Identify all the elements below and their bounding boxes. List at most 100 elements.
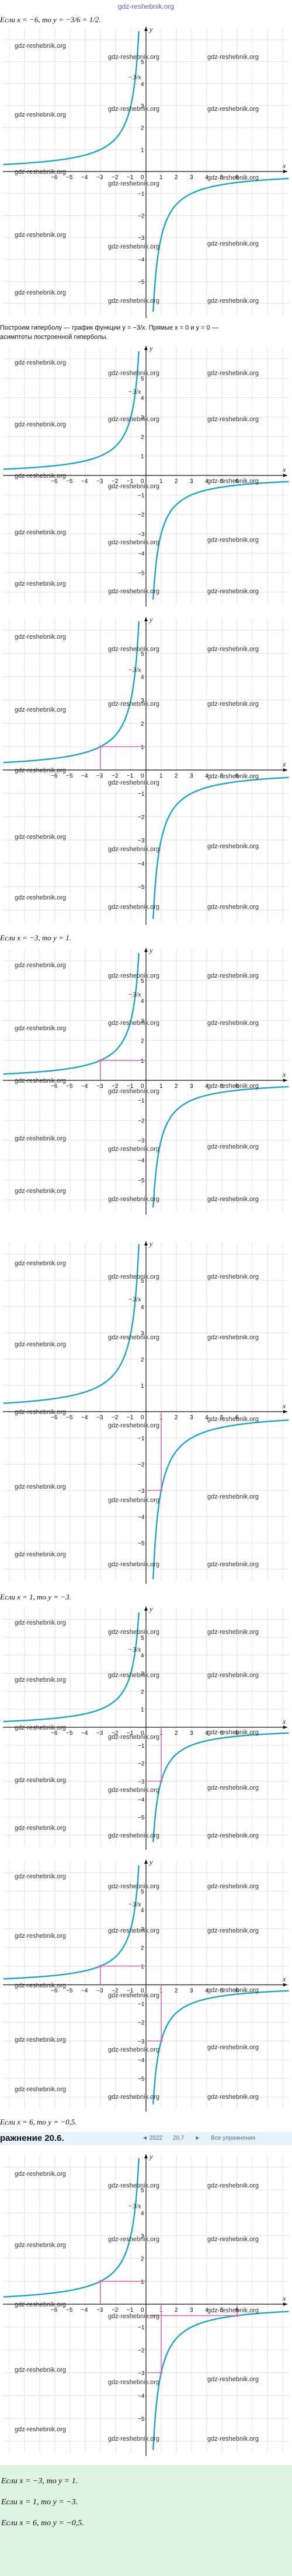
watermark-text: gdz-reshebnik.org bbox=[207, 1416, 259, 1423]
watermark-text: gdz-reshebnik.org bbox=[207, 106, 259, 113]
watermark-text: gdz-reshebnik.org bbox=[15, 1341, 66, 1348]
watermark-text: gdz-reshebnik.org bbox=[108, 2094, 159, 2101]
y-tick-label: −4 bbox=[138, 257, 145, 264]
watermark-text: gdz-reshebnik.org bbox=[108, 1927, 159, 1934]
x-tick-label: 3 bbox=[190, 478, 193, 485]
watermark-text: gdz-reshebnik.org bbox=[207, 1729, 259, 1736]
graph-panel: xy−6−5−4−3−2−1123456−5−4−3−2−1123450−3/x… bbox=[0, 1602, 292, 1853]
watermark-text: gdz-reshebnik.org bbox=[108, 701, 159, 708]
watermark-text: gdz-reshebnik.org bbox=[207, 1832, 259, 1839]
watermark-text: gdz-reshebnik.org bbox=[108, 1196, 159, 1203]
watermark-text: gdz-reshebnik.org bbox=[207, 2435, 259, 2442]
x-tick-label: 3 bbox=[190, 2307, 193, 2314]
nav-all-exercises-link[interactable]: Все упражнения bbox=[211, 2135, 256, 2141]
y-tick-label: −4 bbox=[138, 1514, 145, 1521]
x-tick-label: −4 bbox=[81, 1988, 88, 1994]
watermark-text: gdz-reshebnik.org bbox=[15, 421, 66, 428]
y-tick-label: −5 bbox=[138, 884, 145, 891]
x-tick-label: 2 bbox=[175, 773, 178, 779]
watermark-text: gdz-reshebnik.org bbox=[15, 834, 66, 841]
x-tick-label: 3 bbox=[190, 1988, 193, 1994]
curve-label: −3/x bbox=[128, 1295, 141, 1303]
y-tick-label: 4 bbox=[141, 396, 144, 402]
watermark-text: gdz-reshebnik.org bbox=[15, 2036, 66, 2043]
watermark-text: gdz-reshebnik.org bbox=[207, 2236, 259, 2243]
watermark-text: gdz-reshebnik.org bbox=[15, 2367, 66, 2374]
y-tick-label: 3 bbox=[141, 1019, 144, 1025]
y-tick-label: 5 bbox=[141, 2188, 144, 2194]
y-tick-label: −1 bbox=[138, 2325, 145, 2331]
x-tick-label: 5 bbox=[220, 773, 224, 779]
y-tick-label: 1 bbox=[141, 454, 144, 460]
hyperbola-branch-left bbox=[3, 621, 140, 764]
watermark-text: gdz-reshebnik.org bbox=[15, 1724, 66, 1731]
x-tick-label: −2 bbox=[112, 773, 119, 779]
nav-current-link[interactable]: 20.7 bbox=[172, 2135, 185, 2141]
watermark-text: gdz-reshebnik.org bbox=[207, 1493, 259, 1500]
y-tick-label: −5 bbox=[138, 1815, 145, 1821]
answer-line-1: Если x = −3, то y = 1. bbox=[1, 2477, 78, 2486]
watermark-text: gdz-reshebnik.org bbox=[207, 1883, 259, 1890]
watermark-text: gdz-reshebnik.org bbox=[15, 634, 66, 640]
y-axis-arrow bbox=[144, 948, 148, 952]
x-tick-label: 6 bbox=[235, 1988, 239, 1994]
x-axis-arrow bbox=[283, 1079, 287, 1082]
y-tick-label: 3 bbox=[141, 2234, 144, 2240]
y-tick-label: −1 bbox=[138, 1098, 145, 1104]
watermark-text: gdz-reshebnik.org bbox=[15, 894, 66, 901]
x-tick-label: −5 bbox=[66, 773, 73, 779]
x-tick-label: −3 bbox=[96, 773, 103, 779]
x-axis-arrow bbox=[283, 474, 287, 477]
x-axis-arrow bbox=[283, 1983, 287, 1987]
y-tick-label: −1 bbox=[138, 2001, 145, 2008]
curve-label: −3/x bbox=[128, 387, 141, 396]
hyperbola-branch-left bbox=[3, 2158, 140, 2298]
x-tick-label: −6 bbox=[51, 478, 58, 485]
watermark-text: gdz-reshebnik.org bbox=[108, 2435, 159, 2442]
watermark-text: gdz-reshebnik.org bbox=[207, 843, 259, 850]
watermark-text: gdz-reshebnik.org bbox=[108, 972, 159, 979]
watermark-text: gdz-reshebnik.org bbox=[108, 298, 159, 304]
curve-label: −3/x bbox=[128, 991, 141, 999]
x-tick-label: −3 bbox=[96, 174, 103, 181]
y-tick-label: 5 bbox=[141, 651, 144, 657]
x-tick-label: −2 bbox=[112, 1730, 119, 1737]
watermark-text: gdz-reshebnik.org bbox=[108, 1832, 159, 1839]
watermark-text: gdz-reshebnik.org bbox=[108, 1629, 159, 1636]
watermark-text: gdz-reshebnik.org bbox=[108, 243, 159, 250]
x-axis-label: x bbox=[282, 1402, 286, 1410]
y-tick-label: −4 bbox=[138, 1797, 145, 1803]
x-tick-label: 4 bbox=[205, 1083, 208, 1090]
nav-prev-link[interactable]: ◄ 2022 bbox=[142, 2135, 162, 2141]
watermark-text: gdz-reshebnik.org bbox=[15, 529, 66, 536]
y-axis-arrow bbox=[144, 1606, 148, 1611]
x-tick-label: −1 bbox=[127, 2307, 134, 2314]
x-axis-label: x bbox=[282, 1975, 286, 1983]
y-tick-label: 5 bbox=[141, 376, 144, 382]
x-tick-label: 2 bbox=[175, 2307, 178, 2314]
x-tick-label: −1 bbox=[127, 1415, 134, 1421]
watermark-text: gdz-reshebnik.org bbox=[108, 904, 159, 911]
y-tick-label: −3 bbox=[138, 1488, 145, 1494]
y-tick-label: 1 bbox=[141, 2279, 144, 2286]
site-header[interactable]: gdz-reshebnik.org bbox=[117, 2, 175, 10]
x-tick-label: 4 bbox=[205, 174, 208, 181]
x-tick-label: −3 bbox=[96, 478, 103, 485]
y-tick-label: 1 bbox=[141, 1707, 144, 1713]
curve-label: −3/x bbox=[128, 73, 141, 81]
watermark-text: gdz-reshebnik.org bbox=[108, 1273, 159, 1280]
y-tick-label: −5 bbox=[138, 2416, 145, 2423]
y-axis-label: y bbox=[149, 615, 153, 624]
x-tick-label: 2 bbox=[175, 174, 178, 181]
graph-panel: xy−6−5−4−3−2−1123456−5−4−3−2−1123450−3/x… bbox=[0, 2150, 292, 2459]
y-axis-arrow bbox=[144, 2154, 148, 2158]
origin-label: 0 bbox=[141, 174, 144, 181]
watermark-text: gdz-reshebnik.org bbox=[108, 1883, 159, 1890]
hyperbola-graph: x y −6 −5 −4 −3 −2 −1 1 2 3 4 5 6 −5 −4 −3 −2 −1 1 2 3 4 5 0 −3/x… bbox=[3, 344, 289, 607]
origin-label: 0 bbox=[141, 1730, 144, 1737]
nav-next-link[interactable]: ► bbox=[194, 2135, 201, 2141]
watermark-text: gdz-reshebnik.org bbox=[15, 962, 66, 969]
watermark-text: gdz-reshebnik.org bbox=[207, 2182, 259, 2189]
x-tick-label: −3 bbox=[96, 1083, 103, 1090]
y-tick-label: −4 bbox=[138, 861, 145, 867]
